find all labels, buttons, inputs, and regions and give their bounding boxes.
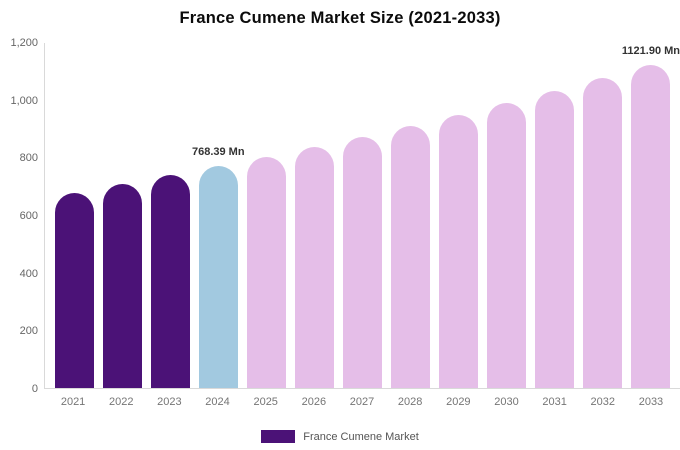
- x-label-2022: 2022: [108, 396, 134, 408]
- x-label-2023: 2023: [157, 396, 182, 408]
- bar-slot-2032: [579, 43, 627, 388]
- bar-2026: [294, 147, 334, 388]
- bar-value-label-2024: 768.39 Mn: [191, 146, 245, 158]
- x-label-2030: 2030: [494, 396, 519, 408]
- bar-2027: [343, 137, 382, 388]
- x-label-2029: 2029: [446, 396, 471, 408]
- bar-slot-2031: [531, 43, 579, 388]
- bar-2029: [439, 115, 479, 388]
- chart-title: France Cumene Market Size (2021-2033): [179, 9, 501, 27]
- bar-slot-2026: [290, 43, 338, 388]
- x-label-2024: 2024: [205, 396, 230, 408]
- plot-area: 768.39 Mn 1121.90 Mn: [44, 43, 680, 389]
- x-label-2026: 2026: [301, 396, 327, 408]
- x-label-2033: 2033: [638, 396, 664, 408]
- bar-2031: [535, 91, 575, 388]
- x-label-2028: 2028: [397, 396, 423, 408]
- y-tick-200: 200: [19, 325, 38, 338]
- legend-item-france-cumene-market[interactable]: France Cumene Market: [261, 430, 419, 443]
- x-label-2021: 2021: [60, 396, 86, 408]
- bar-slot-2023: [146, 43, 194, 388]
- bar-2021: [54, 193, 94, 388]
- bar-2030: [487, 103, 527, 388]
- bar-slot-2033: 1121.90 Mn: [622, 43, 680, 388]
- bar-value-label-2033: 1121.90 Mn: [621, 45, 680, 57]
- x-label-2031: 2031: [542, 396, 567, 408]
- bar-slot-2028: [387, 43, 435, 388]
- legend: France Cumene Market: [0, 430, 680, 443]
- y-tick-1000: 1,000: [10, 94, 38, 107]
- bar-slot-2024: 768.39 Mn: [191, 43, 245, 388]
- x-label-2032: 2032: [590, 396, 616, 408]
- bar-slot-2030: [483, 43, 531, 388]
- bar-2022: [102, 184, 142, 388]
- bar-2033: [631, 65, 671, 388]
- bar-2032: [583, 78, 623, 388]
- legend-swatch: [261, 430, 296, 443]
- bar-2023: [150, 175, 190, 388]
- y-tick-400: 400: [19, 267, 38, 280]
- bar-2028: [391, 126, 431, 388]
- bar-slot-2029: [435, 43, 483, 388]
- x-label-2027: 2027: [349, 396, 375, 408]
- bar-slot-2022: [98, 43, 146, 388]
- y-tick-600: 600: [19, 210, 38, 222]
- y-tick-800: 800: [19, 152, 38, 165]
- bar-slot-2021: [50, 43, 98, 388]
- bar-2025: [246, 157, 286, 388]
- y-tick-1200: 1,200: [10, 37, 38, 49]
- x-axis: 2021 2022 2023 2024 2025 2026 2027 2028 2029 2030…: [44, 396, 680, 408]
- bar-2024: [198, 166, 238, 388]
- bar-slot-2027: [338, 43, 386, 388]
- x-label-2025: 2025: [253, 396, 278, 408]
- legend-label: France Cumene Market: [303, 430, 419, 443]
- bars-row: 768.39 Mn 1121.90 Mn: [45, 43, 680, 388]
- bar-slot-2025: [242, 43, 290, 388]
- y-tick-0: 0: [31, 383, 38, 395]
